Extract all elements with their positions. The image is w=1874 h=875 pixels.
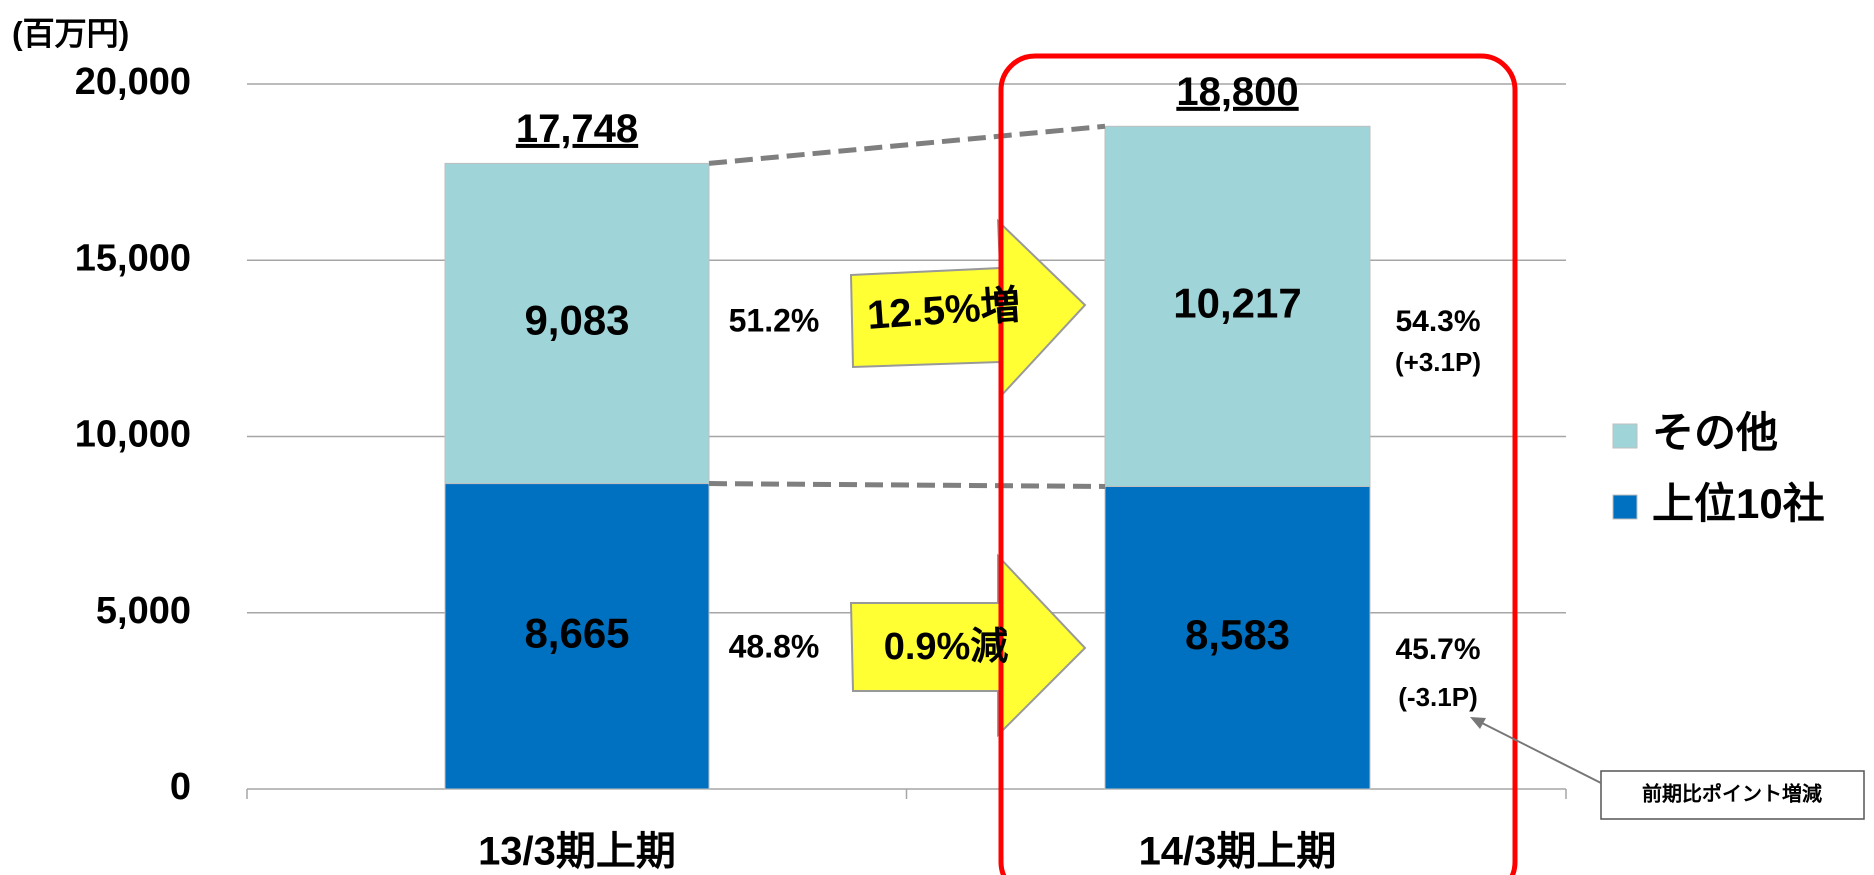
annotation: 48.8% [729, 628, 820, 664]
data-label: 8,583 [1185, 611, 1290, 658]
bar-segment [444, 162, 710, 485]
legend-swatch [1612, 494, 1638, 520]
legend-swatch [1612, 423, 1638, 449]
annotation: 54.3% [1395, 305, 1480, 338]
connector [708, 123, 1106, 166]
data-label: 8,665 [524, 609, 629, 656]
annotation: 12.5%増 [866, 283, 1022, 338]
legend-label: その他 [1652, 409, 1778, 456]
y-tick-label: 5,000 [96, 590, 191, 632]
data-label: 10,217 [1173, 279, 1301, 326]
legend-label: 上位10社 [1652, 480, 1825, 527]
arrow [849, 553, 1087, 738]
annotation: 前期比ポイント増減 [1642, 781, 1822, 805]
y-unit-label: (百万円) [12, 15, 129, 51]
data-label: 9,083 [524, 297, 629, 344]
y-tick-label: 10,000 [75, 414, 191, 456]
connector [708, 481, 1106, 489]
y-tick-label: 15,000 [75, 237, 191, 279]
annotation: 51.2% [729, 302, 820, 338]
y-tick-label: 20,000 [75, 61, 191, 103]
x-tick-label: 13/3期上期 [478, 830, 676, 874]
x-tick-label: 14/3期上期 [1139, 830, 1337, 874]
annotation: 0.9%減 [884, 626, 1009, 668]
total-label: 17,748 [516, 107, 638, 151]
annotation: (+3.1P) [1395, 347, 1481, 377]
y-tick-label: 0 [170, 766, 191, 808]
annotation: 45.7% [1395, 633, 1480, 666]
bar-segment [1104, 485, 1371, 790]
bar-segment [444, 483, 710, 790]
callout-arrow-head [1470, 717, 1486, 729]
annotation: (-3.1P) [1398, 682, 1477, 712]
highlight-box [998, 53, 1518, 875]
total-label: 18,800 [1176, 70, 1298, 114]
bar-segment [1104, 125, 1371, 487]
callout-box [1600, 770, 1865, 820]
callout-arrow [1477, 720, 1602, 784]
